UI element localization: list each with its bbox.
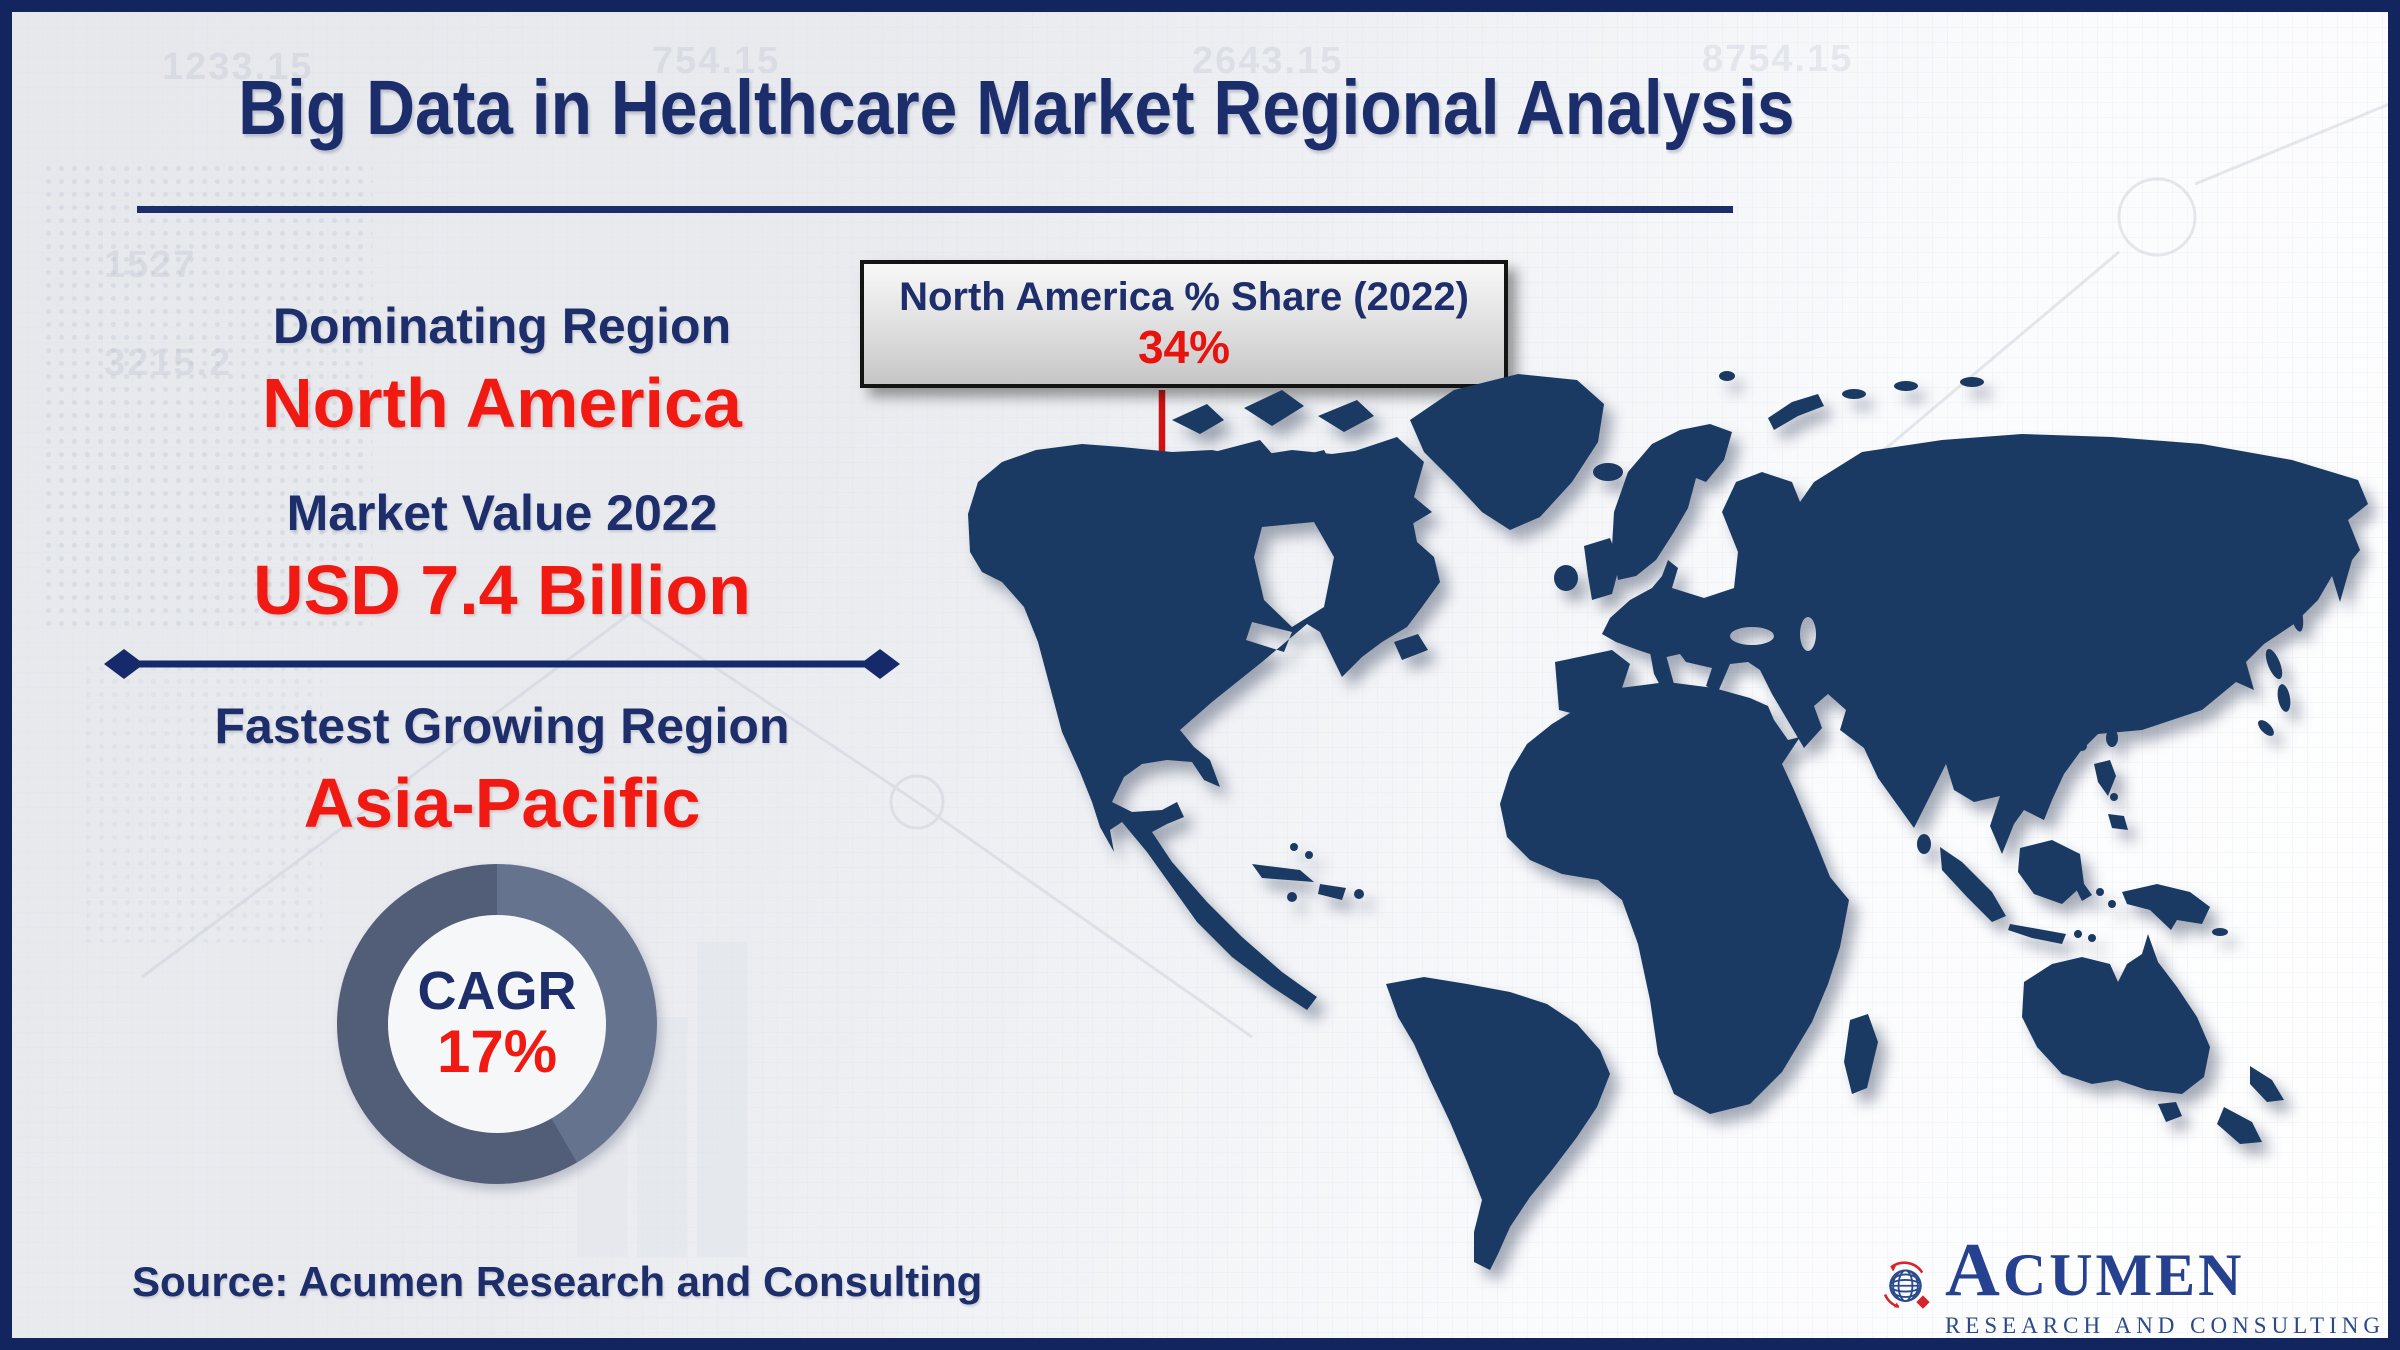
map-new-zealand	[2217, 1066, 2284, 1144]
stat-dominating-region: Dominating Region North America	[142, 297, 862, 443]
cagr-value: 17%	[436, 1018, 558, 1086]
logo-name: ACUMEN	[1944, 1228, 2245, 1312]
source-attribution: Source: Acumen Research and Consulting	[132, 1258, 983, 1305]
map-novaya-zemlya	[1719, 371, 1984, 430]
background-ticker-number: 8754.15	[1702, 38, 1854, 80]
stat-value: USD 7.4 Billion	[253, 551, 751, 629]
cagr-donut-center: CAGR 17%	[388, 915, 606, 1133]
background-ticker-number: 1233.15	[162, 46, 314, 88]
stat-fastest-growing-region: Fastest Growing Region Asia-Pacific	[142, 697, 862, 843]
map-italy	[1650, 648, 1704, 728]
map-iceland	[1593, 463, 1623, 481]
map-madagascar	[1844, 1014, 1878, 1094]
stat-label: Fastest Growing Region	[214, 698, 790, 754]
map-australia	[2022, 934, 2210, 1094]
logo-text: ACUMEN RESEARCH AND CONSULTING	[1945, 1232, 2385, 1337]
background-ticker-number: 1527	[104, 244, 197, 286]
stat-value: Asia-Pacific	[303, 764, 701, 842]
background-ticker-number: 2643.15	[1192, 40, 1344, 82]
stat-market-value: Market Value 2022 USD 7.4 Billion	[142, 484, 862, 630]
map-caribbean-islands	[1252, 843, 1364, 902]
map-southeast-asia-islands	[1917, 760, 2228, 944]
background-ticker-number: 754.15	[652, 40, 781, 82]
stat-value: North America	[262, 364, 742, 442]
cagr-donut-chart: CAGR 17%	[337, 864, 657, 1184]
map-eurasia	[1602, 434, 2368, 854]
background-ticker-number: 3215.2	[104, 342, 233, 384]
map-arctic-islands	[1172, 390, 1432, 660]
map-ireland	[1554, 565, 1578, 591]
map-tasmania	[2158, 1102, 2182, 1122]
map-scandinavia	[1612, 424, 1732, 580]
map-africa	[1500, 682, 1849, 1114]
map-united-kingdom	[1584, 538, 1620, 600]
map-greenland	[1410, 374, 1604, 530]
acumen-logo: ACUMEN RESEARCH AND CONSULTING	[1880, 1217, 2385, 1338]
title-underline	[137, 206, 1733, 213]
logo-tagline: RESEARCH AND CONSULTING	[1944, 1313, 2385, 1338]
stat-label: Dominating Region	[272, 298, 732, 354]
cagr-label: CAGR	[417, 960, 577, 1021]
stat-label: Market Value 2022	[286, 485, 718, 541]
world-map	[968, 371, 2368, 1270]
na-share-callout-box: North America % Share (2022) 34%	[860, 260, 1508, 388]
map-north-america	[968, 444, 1440, 1010]
map-south-america	[1386, 977, 1610, 1270]
na-share-callout-value: 34%	[1137, 321, 1231, 373]
globe-icon	[1883, 1260, 1930, 1309]
map-iberia	[1555, 650, 1630, 717]
diamond-divider-line	[104, 649, 900, 679]
page-title: Big Data in Healthcare Market Regional A…	[238, 65, 1795, 151]
na-share-callout-title: North America % Share (2022)	[899, 275, 1469, 319]
map-sri-lanka	[1917, 834, 1931, 854]
map-japan-region	[2077, 592, 2304, 751]
